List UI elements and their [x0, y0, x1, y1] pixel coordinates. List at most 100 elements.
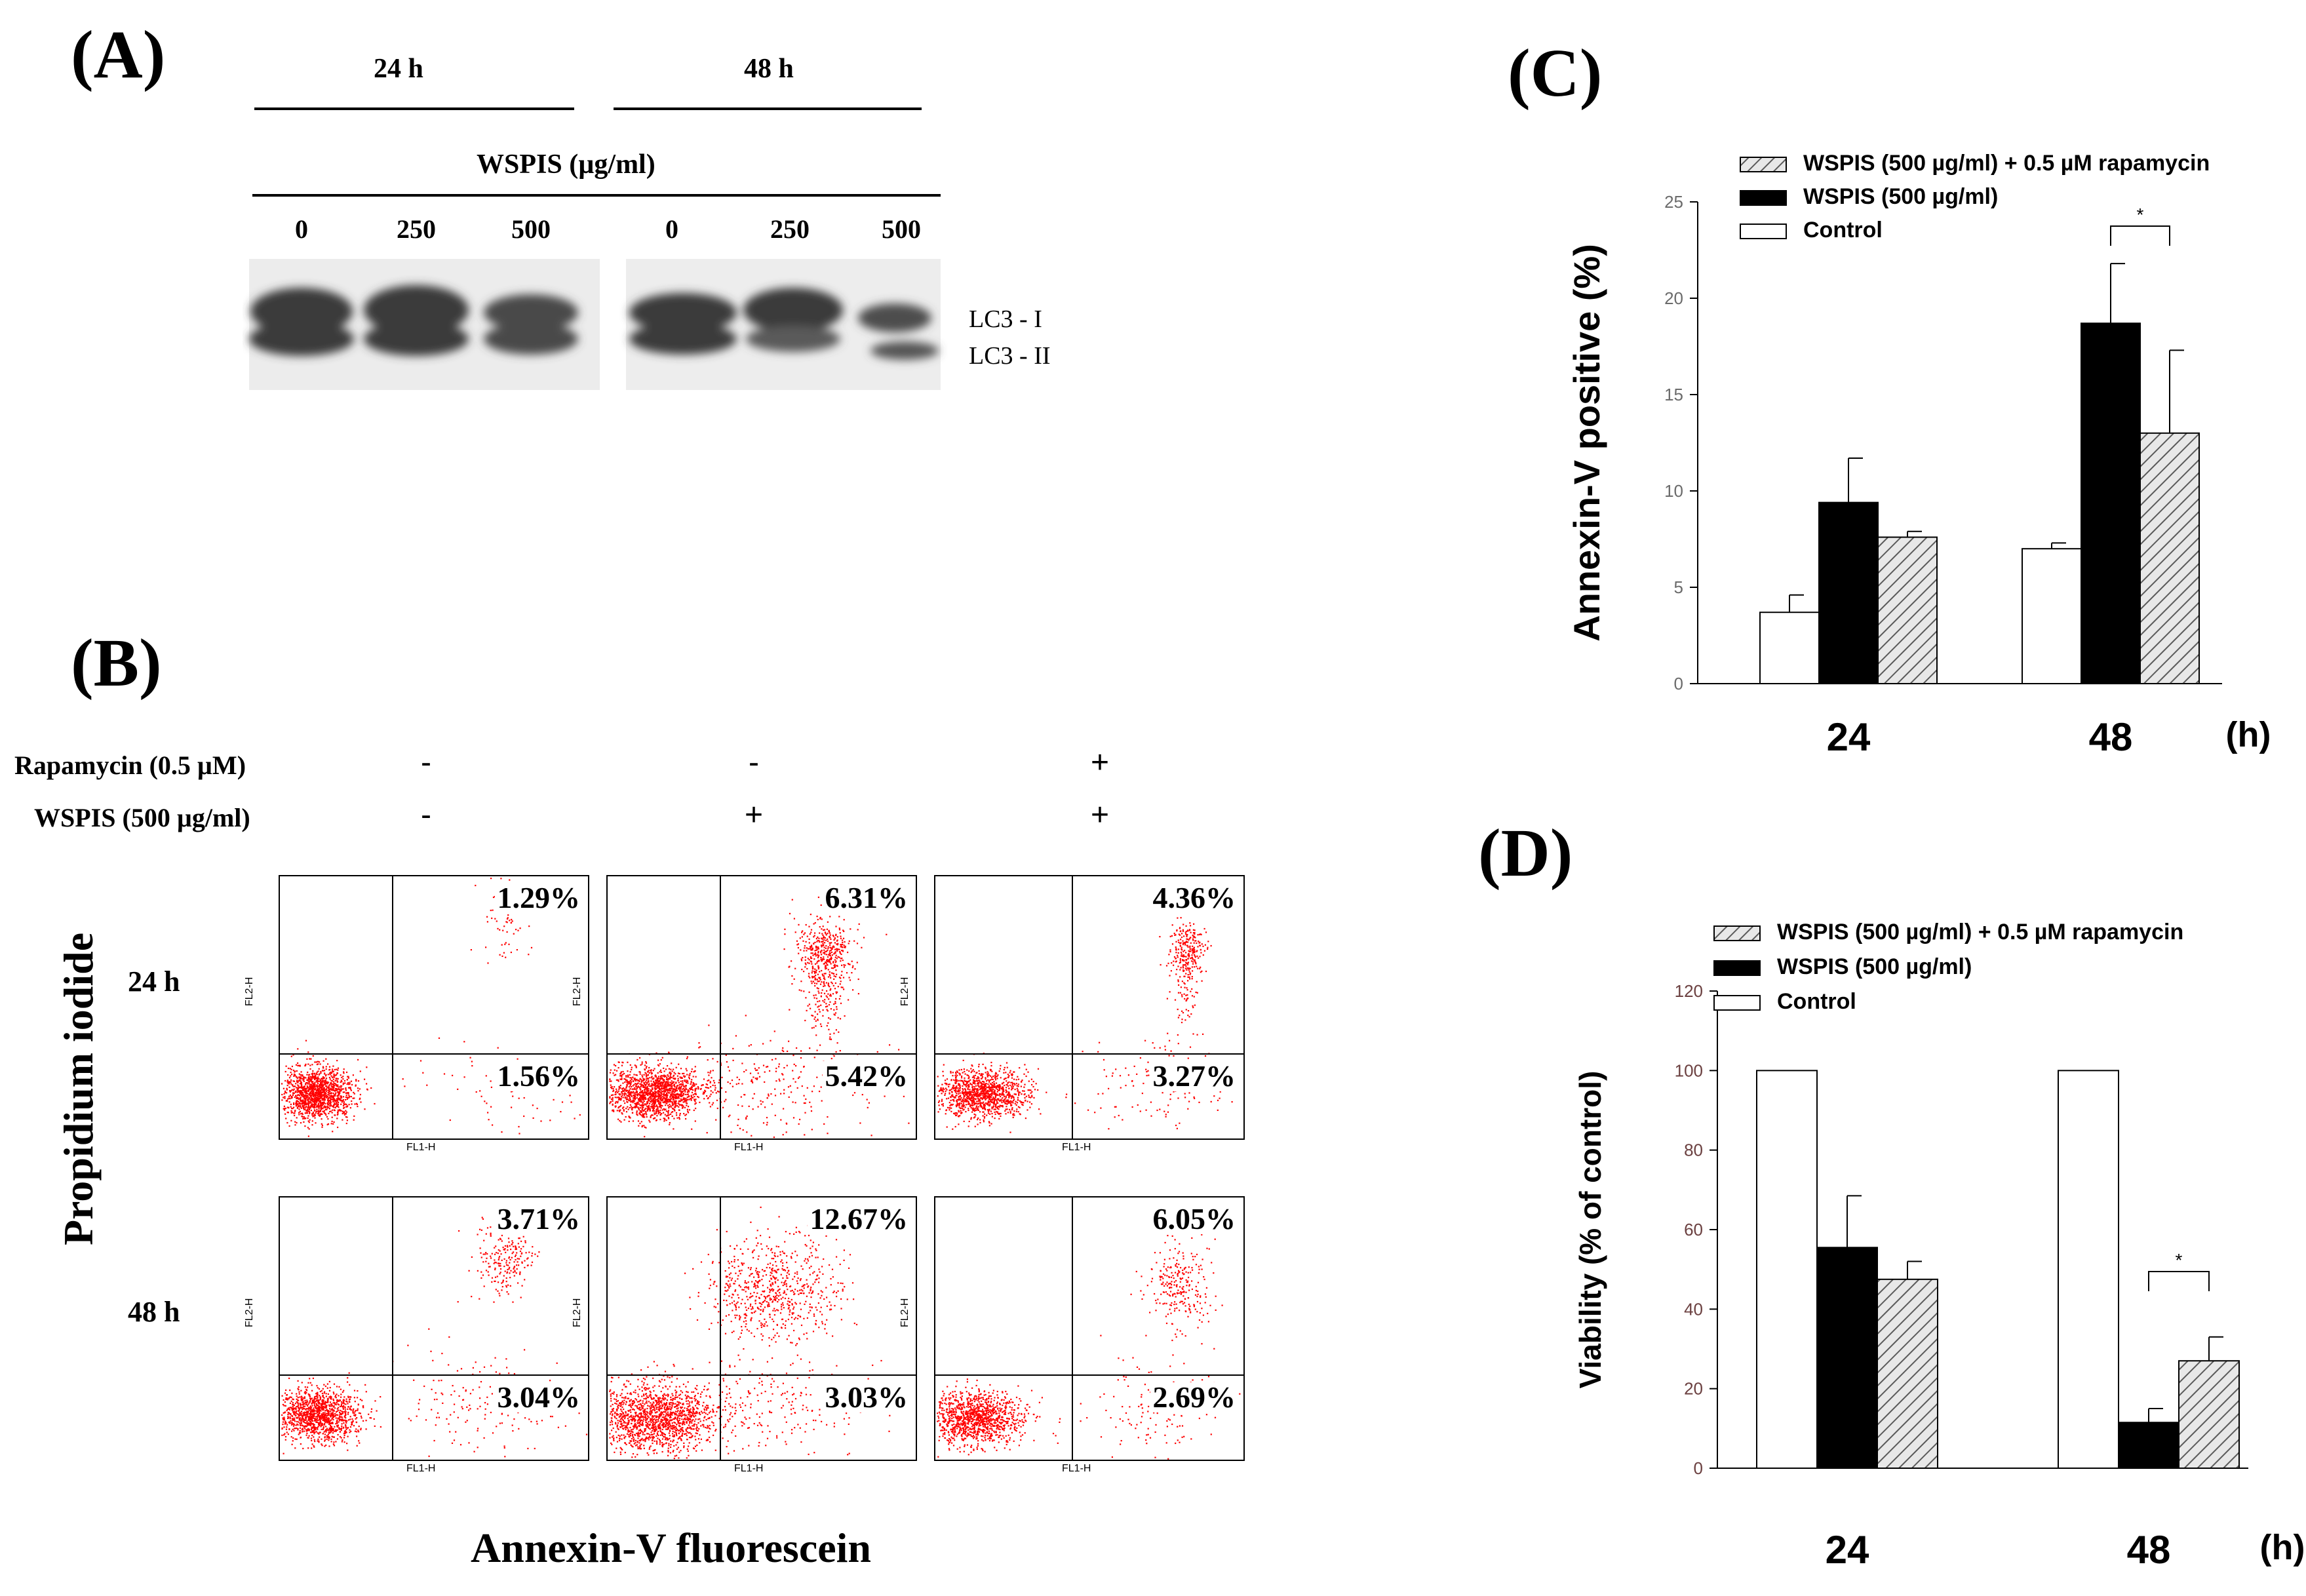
bar-black-48 [2081, 322, 2141, 685]
x-category-label: 24 [1826, 1528, 1869, 1572]
bar-hatched-24 [1877, 536, 1938, 684]
lane-label: 0 [295, 214, 308, 244]
scatter-dots [609, 892, 910, 1139]
x-unit-label: (h) [2260, 1528, 2305, 1567]
y-axis-title-pi: Propidium iodide [55, 932, 102, 1245]
bar-black-24 [1818, 501, 1879, 684]
flow-panel-24h-wspis-rapamycin: 4.36% 3.27% [934, 875, 1245, 1140]
bar-hatched-24 [1877, 1278, 1938, 1469]
legend-label: WSPIS (500 µg/ml) + 0.5 µM rapamycin [1803, 151, 2210, 176]
legend-swatch [1713, 925, 1761, 941]
fl1h-label: FL1-H [1062, 1142, 1091, 1153]
quadrant-gate-horizontal [280, 1374, 588, 1376]
fl1h-label: FL1-H [734, 1142, 764, 1153]
panel-label-a: (A) [71, 17, 166, 92]
treatment-label: WSPIS (µg/ml) [477, 149, 655, 180]
rapamycin-label: Rapamycin (0.5 µM) [14, 750, 246, 780]
treatment-underline [252, 194, 941, 197]
y-tick-label: 60 [1684, 1220, 1703, 1239]
upper-right-percent: 3.71% [494, 1204, 583, 1234]
legend-swatch [1713, 995, 1761, 1011]
lower-right-percent: 5.42% [822, 1061, 910, 1091]
panel-label-d: (D) [1478, 815, 1573, 891]
quadrant-gate-horizontal [280, 1053, 588, 1055]
y-tick-label: 20 [1684, 1379, 1703, 1399]
y-tick-label: 100 [1675, 1061, 1703, 1080]
quadrant-gate-vertical [720, 1197, 721, 1460]
rapamycin-sign: + [1090, 745, 1110, 780]
legend-label: WSPIS (500 µg/ml) + 0.5 µM rapamycin [1777, 920, 2183, 944]
wspis-sign: - [421, 798, 431, 832]
quadrant-gate-vertical [392, 1197, 393, 1460]
bar-chart-annexin-positive: 0 5 10 15 20 25 Annexin-V positive (%) 24 48 (h) *… [1566, 151, 2271, 759]
y-tick-label: 5 [1674, 577, 1683, 597]
scatter-dots [281, 1209, 588, 1458]
bar-hatched-48 [2178, 1360, 2240, 1469]
wspis-sign: + [744, 798, 764, 832]
rapamycin-sign: - [421, 745, 431, 780]
quadrant-gate-horizontal [935, 1053, 1243, 1055]
legend-label: Control [1803, 218, 1883, 243]
bar-white-24 [1756, 1070, 1818, 1469]
fl1h-label: FL1-H [734, 1463, 764, 1474]
bar-black-48 [2118, 1422, 2179, 1469]
fl2h-label: FL2-H [244, 977, 255, 1006]
wspis-sign: + [1090, 798, 1110, 832]
quadrant-gate-horizontal [608, 1374, 916, 1376]
y-tick-label: 25 [1664, 192, 1683, 212]
quadrant-gate-vertical [392, 876, 393, 1139]
y-axis-label: Annexin-V positive (%) [1566, 244, 1607, 642]
bar-white-48 [2058, 1070, 2119, 1469]
wspis-label: WSPIS (500 µg/ml) [34, 803, 250, 832]
rapamycin-sign: - [749, 745, 759, 780]
x-category-label: 48 [2127, 1528, 2171, 1572]
upper-right-percent: 1.29% [494, 883, 583, 913]
upper-right-percent: 6.05% [1150, 1204, 1238, 1234]
fl1h-label: FL1-H [1062, 1463, 1091, 1474]
legend-swatch [1740, 157, 1787, 172]
lower-right-percent: 3.03% [822, 1382, 910, 1412]
flow-panel-24h-control: 1.29% 1.56% [279, 875, 589, 1140]
panel-label-b: (B) [71, 625, 162, 701]
scatter-dots [937, 910, 1235, 1133]
row-label-48h: 48 h [128, 1296, 180, 1328]
western-blot-image [249, 259, 941, 390]
y-tick-label: 20 [1664, 288, 1683, 308]
quadrant-gate-vertical [1072, 876, 1073, 1139]
bar-hatched-48 [2140, 432, 2200, 684]
y-axis-label: Viability (% of control) [1573, 1071, 1607, 1389]
fl2h-label: FL2-H [244, 1298, 255, 1327]
lane-label: 500 [511, 214, 551, 244]
lane-label: 250 [770, 214, 810, 244]
scatter-dots [281, 878, 581, 1137]
flow-panel-48h-wspis: 12.67% 3.03% [606, 1196, 917, 1461]
significance-bracket [2148, 1271, 2210, 1291]
quadrant-gate-horizontal [935, 1374, 1243, 1376]
upper-right-percent: 4.36% [1150, 883, 1238, 913]
y-tick-label: 15 [1664, 385, 1683, 404]
legend-swatch [1713, 960, 1761, 976]
legend-label: WSPIS (500 µg/ml) [1803, 184, 1998, 209]
time-underline-48h [614, 107, 922, 110]
bar-chart-viability: 0 20 40 60 80 100 120 Viability (% of control) 2… [1573, 920, 2305, 1572]
legend-swatch [1740, 224, 1787, 239]
lane-label: 0 [665, 214, 678, 244]
legend-label: Control [1777, 989, 1856, 1014]
x-category-label: 24 [1827, 715, 1871, 759]
flow-panel-48h-wspis-rapamycin: 6.05% 2.69% [934, 1196, 1245, 1461]
fl2h-label: FL2-H [572, 977, 583, 1006]
scatter-dots [937, 1227, 1241, 1460]
row-label-24h: 24 h [128, 965, 180, 998]
legend-swatch [1740, 190, 1787, 206]
lower-right-percent: 1.56% [494, 1061, 583, 1091]
band-label-lc3-i: LC3 - I [969, 305, 1042, 333]
lower-right-percent: 2.69% [1150, 1382, 1238, 1412]
x-unit-label: (h) [2226, 715, 2271, 754]
scatter-dots [609, 1206, 891, 1460]
y-tick-label: 0 [1674, 674, 1683, 693]
time-label-24h: 24 h [374, 54, 423, 84]
lower-right-percent: 3.04% [494, 1382, 583, 1412]
y-tick-label: 120 [1675, 981, 1703, 1001]
fl1h-label: FL1-H [406, 1463, 436, 1474]
y-tick-label: 10 [1664, 481, 1683, 501]
